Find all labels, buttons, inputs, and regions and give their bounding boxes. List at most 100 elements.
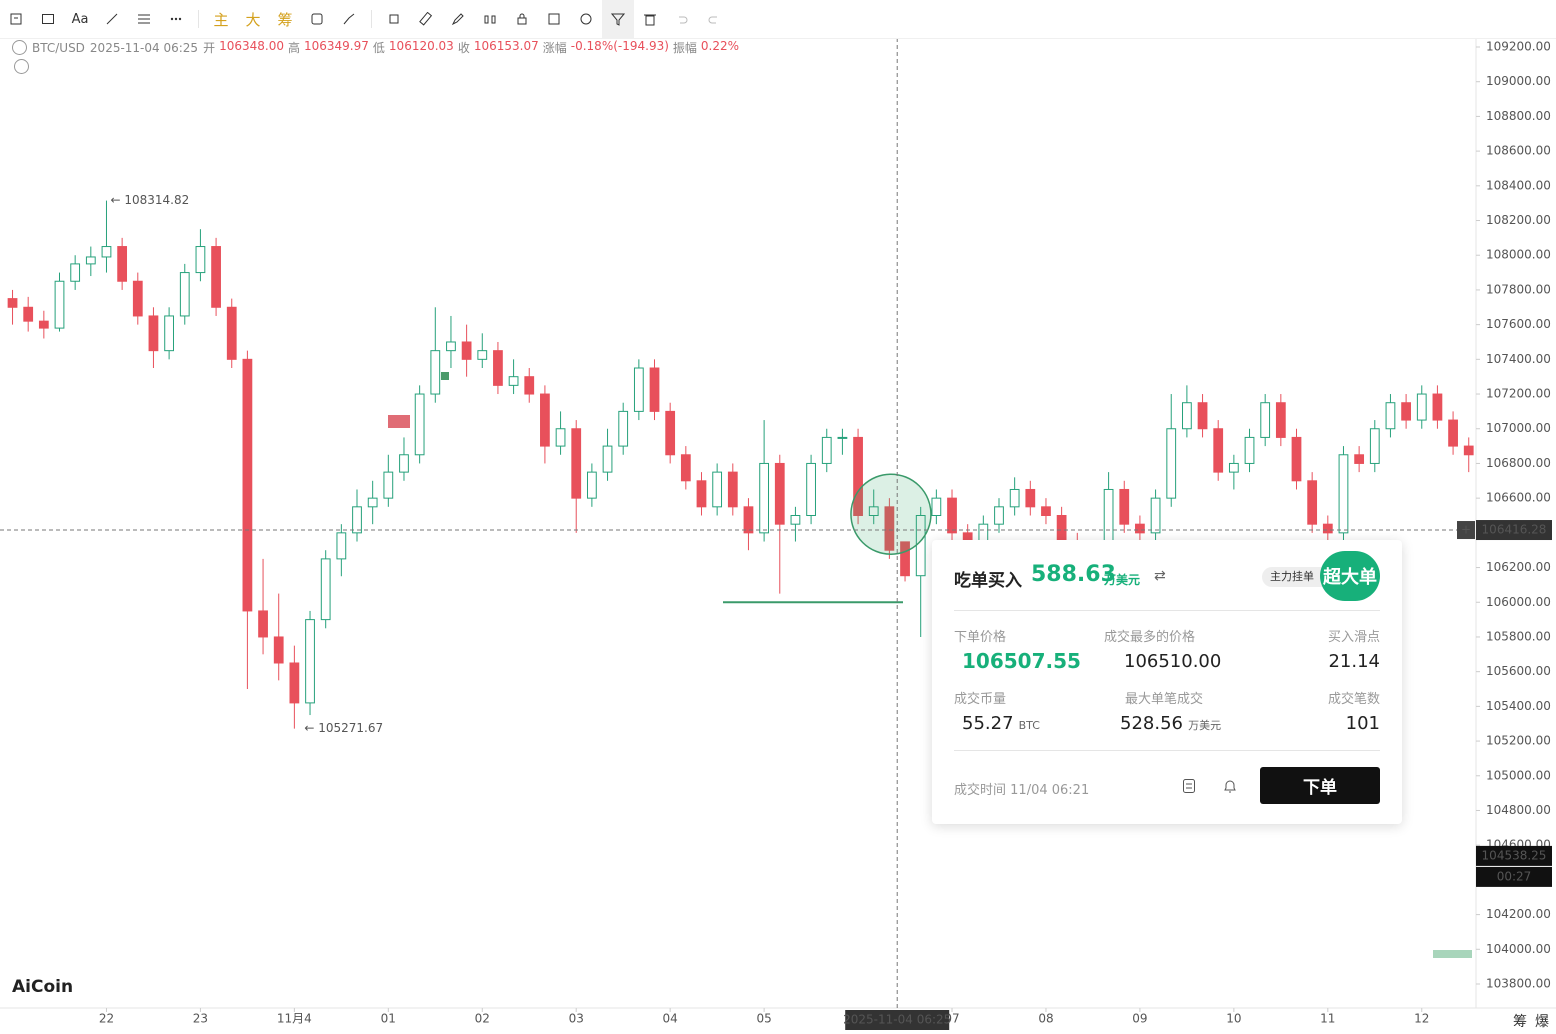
tool-undo[interactable]	[666, 0, 698, 38]
tool-note[interactable]	[0, 0, 32, 38]
corner-button[interactable]: 爆	[1535, 1014, 1549, 1030]
tool-lock[interactable]	[506, 0, 538, 38]
y-tick-label: 104200.00	[1486, 907, 1551, 921]
x-tick-label: 11	[1320, 1012, 1335, 1026]
tool-text[interactable]: Aa	[71, 11, 89, 27]
candle-body	[226, 306, 237, 360]
tool-icon[interactable]	[474, 0, 506, 38]
candle-body	[571, 428, 582, 499]
logo: AiCoin	[12, 977, 74, 997]
tool-delete[interactable]	[634, 0, 666, 38]
tool-line[interactable]	[96, 0, 128, 38]
crosshair-time-box	[845, 1010, 950, 1030]
candle-body	[806, 462, 816, 517]
header-label: 低	[372, 41, 385, 55]
tool-more[interactable]	[160, 0, 192, 38]
candle-body	[336, 532, 347, 560]
bell-icon[interactable]	[1222, 778, 1238, 798]
y-tick-label: 108400.00	[1486, 178, 1551, 192]
y-tick-label: 108200.00	[1486, 213, 1551, 227]
y-tick-label: 104000.00	[1486, 942, 1551, 956]
tool-ruler[interactable]	[410, 0, 442, 38]
header-items: 开 106348.00 高 106349.97 低 106120.03 收 106153.07…	[203, 39, 739, 56]
candle-body	[1009, 488, 1020, 508]
tool-icon[interactable]	[333, 0, 365, 38]
candle-body	[727, 471, 738, 508]
expand-icon[interactable]	[14, 59, 29, 74]
candle-body	[1307, 480, 1318, 525]
candle-body	[242, 358, 253, 612]
candle-body	[712, 471, 723, 508]
volume-value: 55.27	[962, 713, 1014, 734]
candle-body	[85, 256, 96, 265]
x-tick-label: 03	[569, 1012, 584, 1026]
candle-body	[1119, 488, 1130, 525]
popup-amount-unit: 万美元	[1104, 573, 1141, 587]
candle-body	[665, 410, 676, 456]
tool-icon[interactable]	[538, 0, 570, 38]
header-label: 振幅	[672, 41, 697, 55]
doc-icon[interactable]	[1182, 778, 1196, 798]
candle-body	[289, 662, 300, 704]
y-tick-label: 107800.00	[1486, 282, 1551, 296]
mode-button[interactable]: 大	[245, 10, 261, 29]
y-tick-label: 104800.00	[1486, 803, 1551, 817]
tool-rect[interactable]	[32, 0, 64, 38]
swap-icon[interactable]: ⇄	[1154, 568, 1166, 584]
time-value: 11/04 06:21	[1010, 783, 1090, 798]
candle-body	[680, 454, 691, 482]
tool-icon[interactable]	[570, 0, 602, 38]
crosshair-price: 106416.28	[1482, 523, 1547, 537]
order-popup: 吃单买入 588.63 万美元 ⇄ 主力挂单 超大单 下单价格 106507.5…	[932, 540, 1402, 824]
candle-body	[383, 471, 394, 499]
candle-body	[132, 280, 143, 317]
tool-pen[interactable]	[442, 0, 474, 38]
divider	[954, 750, 1380, 751]
candle-body	[555, 428, 566, 447]
y-tick-label: 108600.00	[1486, 144, 1551, 158]
collapse-icon[interactable]	[12, 40, 27, 55]
header-label: 涨幅	[542, 41, 567, 55]
x-tick-label: 10	[1226, 1012, 1241, 1026]
y-tick-label: 106800.00	[1486, 456, 1551, 470]
candle-body	[23, 306, 34, 322]
header-value: 106348.00	[219, 39, 284, 53]
candle-body	[774, 462, 785, 525]
max-trade-value: 528.56	[1120, 713, 1183, 734]
y-tick-label: 105000.00	[1486, 768, 1551, 782]
low-annotation: ← 105271.67	[304, 721, 383, 735]
candle-body	[179, 272, 190, 317]
candle-body	[1275, 402, 1286, 438]
candle-body	[1135, 523, 1145, 534]
tool-redo[interactable]	[698, 0, 730, 38]
candle-body	[305, 619, 315, 704]
candle-body	[1401, 402, 1411, 421]
tool-icon[interactable]	[378, 0, 410, 38]
candle-body	[1228, 462, 1239, 473]
candle-body	[524, 376, 535, 395]
label: 成交币量	[954, 692, 1007, 707]
candle-body	[1244, 436, 1255, 464]
mode-button[interactable]: 主	[213, 10, 229, 29]
candle-body	[461, 341, 472, 360]
candle-body	[1182, 402, 1192, 430]
header-value: 106349.97	[304, 39, 369, 53]
x-tick-label: 08	[1038, 1012, 1053, 1026]
header-value: 106153.07	[473, 39, 539, 53]
candle-body	[211, 246, 221, 308]
tool-parallel[interactable]	[128, 0, 160, 38]
tool-icon[interactable]	[301, 0, 333, 38]
candle-body	[164, 315, 174, 352]
y-tick-label: 107400.00	[1486, 352, 1551, 366]
candle-body	[586, 471, 597, 499]
candle-body	[399, 454, 409, 473]
label: 成交最多的价格	[1104, 630, 1196, 645]
tool-filter[interactable]	[602, 0, 634, 38]
y-tick-label: 107000.00	[1486, 421, 1551, 435]
popup-amount: 588.63	[1031, 562, 1116, 587]
mode-button[interactable]: 筹	[277, 10, 293, 29]
corner-button[interactable]: 筹	[1513, 1014, 1527, 1030]
order-button[interactable]: 下单	[1260, 767, 1380, 804]
label: 买入滑点	[1327, 630, 1380, 645]
candle-body	[273, 636, 284, 664]
